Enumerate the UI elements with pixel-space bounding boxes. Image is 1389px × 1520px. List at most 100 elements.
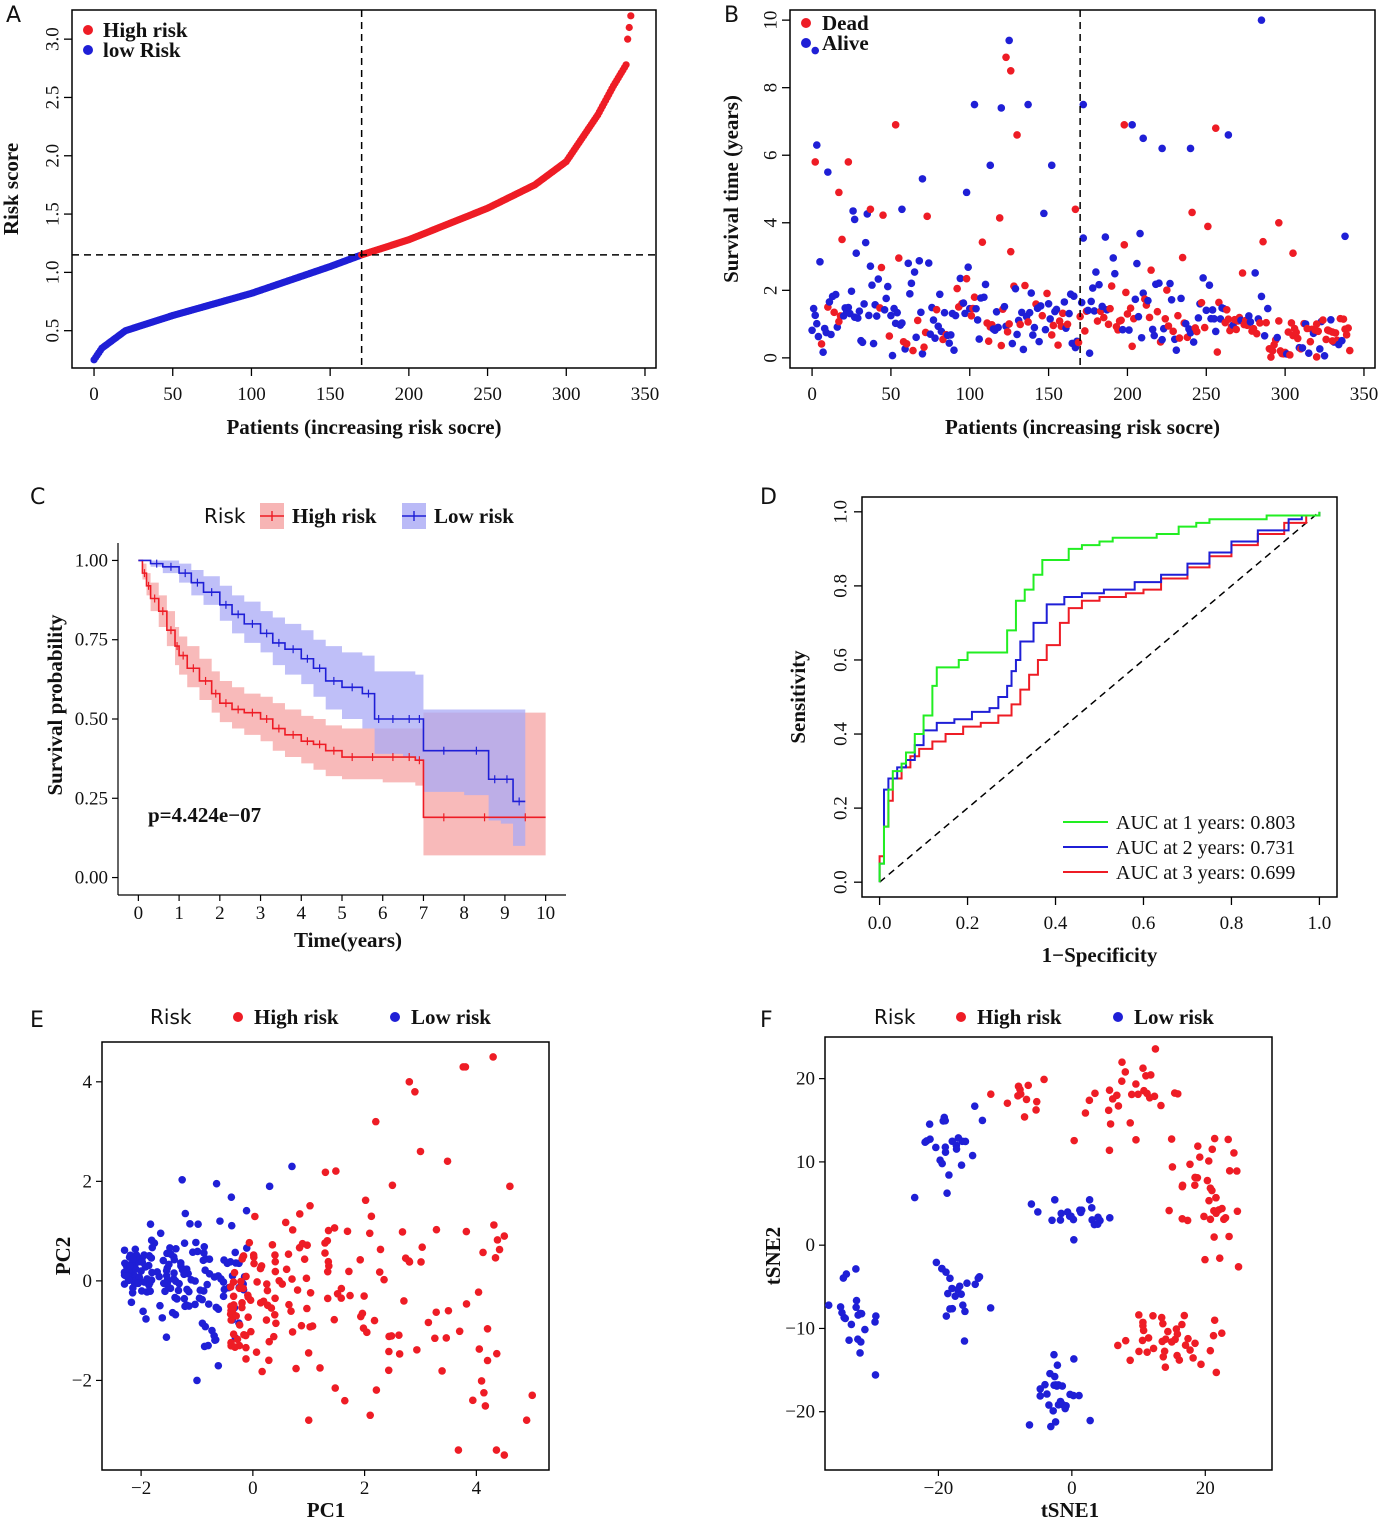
legend-title: Risk bbox=[150, 1005, 192, 1029]
survival-point bbox=[1224, 131, 1233, 139]
survival-point bbox=[1344, 324, 1352, 332]
pca-point bbox=[443, 1157, 452, 1166]
survival-point bbox=[1292, 328, 1300, 337]
tsne-point bbox=[1165, 1206, 1173, 1215]
y-axis-title: Sensitivity bbox=[786, 650, 810, 744]
pca-point bbox=[271, 1257, 280, 1266]
tsne-point bbox=[1151, 1045, 1160, 1053]
pca-point bbox=[180, 1294, 189, 1303]
pca-point bbox=[316, 1364, 324, 1372]
pca-point bbox=[159, 1279, 168, 1288]
pca-point bbox=[302, 1274, 311, 1283]
tsne-point bbox=[1053, 1361, 1062, 1369]
legend-label: AUC at 3 years: 0.699 bbox=[1116, 862, 1295, 884]
pca-point bbox=[265, 1356, 273, 1365]
pca-point bbox=[438, 1367, 446, 1375]
survival-point bbox=[1213, 348, 1222, 356]
pca-point bbox=[235, 1321, 244, 1329]
tsne-point bbox=[1086, 1416, 1094, 1425]
pca-point bbox=[363, 1328, 371, 1337]
tsne-point bbox=[1143, 1348, 1151, 1356]
pca-point bbox=[300, 1255, 309, 1263]
legend-label: High risk bbox=[292, 504, 377, 528]
pca-point bbox=[303, 1304, 311, 1313]
survival-point bbox=[1128, 342, 1136, 351]
pca-point bbox=[308, 1322, 317, 1330]
survival-point bbox=[1319, 316, 1327, 324]
pca-point bbox=[418, 1243, 426, 1251]
tsne-point bbox=[857, 1338, 865, 1346]
survival-point bbox=[1002, 53, 1010, 62]
y-tick-label: −10 bbox=[785, 1318, 815, 1339]
y-axis-title: Risk score bbox=[0, 143, 23, 235]
tsne-point bbox=[1195, 1153, 1204, 1161]
survival-point bbox=[902, 340, 911, 348]
tsne-point bbox=[1106, 1120, 1115, 1128]
tsne-point bbox=[1224, 1135, 1233, 1144]
pca-point bbox=[288, 1328, 297, 1336]
tsne-point bbox=[1034, 1208, 1042, 1216]
x-tick-label: 100 bbox=[956, 384, 985, 405]
survival-point bbox=[1306, 337, 1315, 346]
y-tick-label: −20 bbox=[785, 1402, 815, 1423]
survival-point bbox=[1338, 336, 1346, 345]
survival-point bbox=[1044, 299, 1053, 308]
x-tick-label: −20 bbox=[924, 1478, 954, 1499]
survival-point bbox=[895, 254, 903, 262]
pca-point bbox=[395, 1331, 403, 1340]
survival-point bbox=[849, 207, 857, 215]
survival-point bbox=[1006, 247, 1015, 256]
pca-point bbox=[442, 1334, 451, 1342]
survival-point bbox=[865, 311, 873, 320]
survival-point bbox=[1189, 338, 1198, 346]
pca-point bbox=[306, 1201, 314, 1210]
survival-point bbox=[1341, 232, 1349, 241]
pca-point bbox=[489, 1053, 497, 1061]
pca-point bbox=[413, 1346, 421, 1354]
pca-point bbox=[155, 1272, 163, 1281]
survival-point bbox=[1054, 341, 1062, 349]
tsne-point bbox=[1046, 1369, 1054, 1378]
y-tick-label: 2 bbox=[83, 1171, 93, 1192]
pca-point bbox=[135, 1273, 144, 1282]
tsne-point bbox=[838, 1308, 846, 1317]
survival-point bbox=[1084, 306, 1092, 315]
pca-point bbox=[158, 1314, 167, 1322]
survival-point bbox=[1081, 327, 1089, 335]
pca-point bbox=[263, 1286, 272, 1295]
pca-point bbox=[372, 1386, 381, 1394]
pca-point bbox=[367, 1212, 376, 1221]
survival-point bbox=[1287, 319, 1296, 327]
tsne-point bbox=[1201, 1255, 1209, 1264]
pca-point bbox=[256, 1264, 265, 1273]
pca-point bbox=[245, 1238, 254, 1247]
pca-point bbox=[356, 1256, 365, 1264]
survival-point bbox=[1275, 218, 1283, 227]
x-tick-label: 9 bbox=[500, 903, 510, 924]
survival-point bbox=[854, 314, 862, 322]
pca-point bbox=[480, 1388, 488, 1397]
pca-point bbox=[129, 1284, 137, 1292]
survival-point bbox=[1099, 313, 1108, 322]
tsne-point bbox=[1197, 1360, 1205, 1369]
survival-point bbox=[1175, 334, 1184, 342]
tsne-point bbox=[1020, 1113, 1029, 1121]
tsne-point bbox=[1212, 1368, 1221, 1377]
tsne-point bbox=[1145, 1093, 1154, 1102]
tsne-point bbox=[1114, 1341, 1122, 1350]
tsne-point bbox=[871, 1371, 880, 1379]
survival-point bbox=[912, 333, 920, 342]
survival-point bbox=[1222, 305, 1231, 314]
pca-point bbox=[235, 1284, 244, 1293]
survival-point bbox=[909, 346, 917, 355]
x-tick-label: 0 bbox=[807, 384, 817, 405]
pca-point bbox=[216, 1217, 224, 1225]
panel-e-pca-plot: −2 0 2 4 −2 0 2 4 PC1 PC2 Risk High risk Low risk bbox=[51, 1005, 550, 1520]
pca-point bbox=[131, 1265, 140, 1274]
tsne-point bbox=[1178, 1182, 1187, 1191]
legend-label: Dead bbox=[822, 11, 869, 35]
tsne-point bbox=[1161, 1363, 1170, 1371]
panel-b-survival-status-plot: 0 50 100 150 200 250 300 350 0 2 4 6 8 10 Patients (in… bbox=[719, 9, 1378, 439]
survival-point bbox=[1200, 323, 1209, 332]
